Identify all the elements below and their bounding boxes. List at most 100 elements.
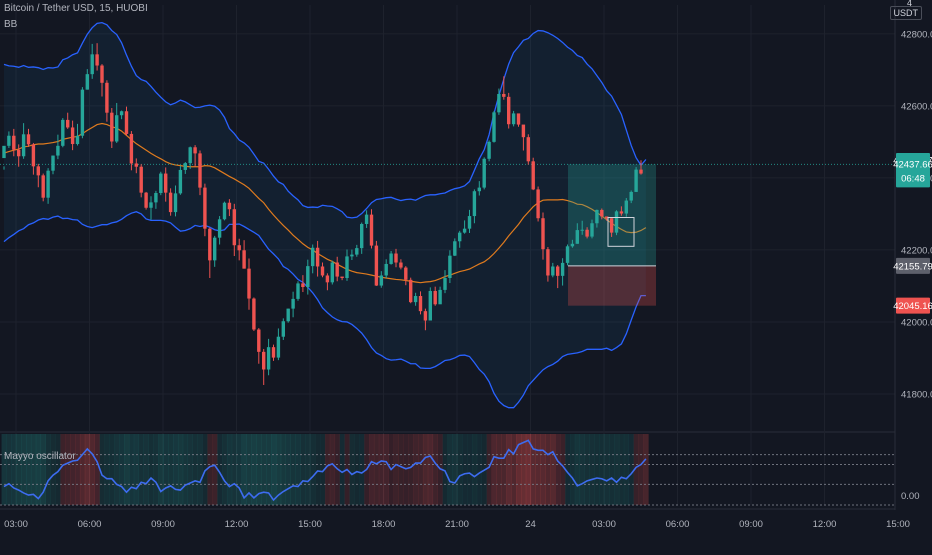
candle-up xyxy=(595,209,599,224)
bb-indicator-label[interactable]: BB xyxy=(4,19,18,30)
osc-bg-strip xyxy=(393,434,399,505)
candle-up xyxy=(453,241,457,256)
candle-down xyxy=(423,311,428,321)
candle-up xyxy=(90,54,94,75)
candle-down xyxy=(100,65,104,83)
osc-bg-strip xyxy=(623,434,630,505)
candle-down xyxy=(536,189,540,219)
osc-bg-strip xyxy=(584,434,590,505)
candle-down xyxy=(526,137,530,162)
osc-bg-strip xyxy=(520,434,527,505)
candle-down xyxy=(521,124,526,138)
candle-up xyxy=(492,112,496,142)
candle-down xyxy=(418,296,423,312)
osc-level-label: 0.00 xyxy=(901,491,920,502)
candle-down xyxy=(315,247,320,267)
last-price-tag: 42437.66 xyxy=(893,159,932,170)
candle-down xyxy=(164,173,168,193)
osc-bg-strip xyxy=(128,434,135,505)
candle-up xyxy=(266,347,271,370)
candle-down xyxy=(70,127,75,145)
candle-up xyxy=(281,321,285,337)
candle-up xyxy=(413,296,418,303)
osc-bg-strip xyxy=(109,434,115,505)
price-axis[interactable]: 42800.0042600.0042400.0042200.0042000.00… xyxy=(894,0,932,510)
candle-up xyxy=(149,202,153,208)
oscillator-pane[interactable] xyxy=(0,434,895,506)
candle-up xyxy=(222,202,227,220)
candle-up xyxy=(345,256,349,279)
candle-down xyxy=(404,267,408,280)
osc-bg-strip xyxy=(266,434,272,505)
time-tick-label: 09:00 xyxy=(151,519,175,530)
candle-up xyxy=(472,191,477,217)
candle-up xyxy=(85,74,89,90)
candle-down xyxy=(374,245,379,286)
candle-up xyxy=(384,263,388,276)
osc-bg-strip xyxy=(569,434,576,505)
osc-bg-strip xyxy=(574,434,581,505)
candle-up xyxy=(311,247,315,267)
osc-bg-strip xyxy=(511,434,517,505)
candle-down xyxy=(433,290,437,305)
time-tick-label: 06:00 xyxy=(78,519,102,530)
candle-up xyxy=(448,255,452,279)
candle-up xyxy=(487,141,491,159)
candles[interactable] xyxy=(2,43,643,385)
osc-bg-strip xyxy=(452,434,458,505)
candle-down xyxy=(129,133,134,164)
osc-bg-strip xyxy=(530,434,536,505)
candle-down xyxy=(605,216,609,219)
osc-bg-strip xyxy=(432,434,438,505)
osc-bg-strip xyxy=(471,434,478,505)
price-tick-label: 41800.00 xyxy=(901,389,932,400)
candle-up xyxy=(51,155,55,171)
osc-bg-strip xyxy=(271,434,277,505)
candle-up xyxy=(75,135,80,145)
osc-bg-strip xyxy=(11,434,17,505)
candle-up xyxy=(61,119,65,146)
candle-down xyxy=(66,119,70,128)
mid-price-tag: 42155.79 xyxy=(893,261,932,272)
osc-bg-strip xyxy=(75,434,81,505)
osc-bg-strip xyxy=(119,434,125,505)
osc-bg-strip xyxy=(290,434,296,505)
symbol-title[interactable]: Bitcoin / Tether USD, 15, HUOBI xyxy=(4,3,148,14)
candle-up xyxy=(458,232,462,242)
candle-down xyxy=(639,169,643,174)
time-tick-label: 15:00 xyxy=(886,519,910,530)
candle-up xyxy=(355,248,359,255)
osc-bg-strip xyxy=(153,434,159,505)
osc-bg-strip xyxy=(236,434,242,505)
candle-up xyxy=(178,169,183,194)
candle-down xyxy=(399,262,403,268)
time-axis[interactable]: 03:00 06:00 09:00 12:00 15:00 18:00 21:00 24 03:… xyxy=(4,519,910,530)
candle-down xyxy=(193,147,197,154)
candle-up xyxy=(482,158,486,188)
candle-down xyxy=(335,262,339,277)
osc-bg-strip xyxy=(398,434,404,505)
candle-down xyxy=(227,202,232,210)
candle-down xyxy=(531,161,535,190)
osc-bg-strip xyxy=(643,434,649,505)
time-tick-label: 09:00 xyxy=(739,519,763,530)
price-tick-label: 42600.00 xyxy=(901,101,932,112)
osc-bg-strip xyxy=(261,434,267,505)
oscillator-title[interactable]: Mayyo oscillator xyxy=(4,451,76,462)
candle-up xyxy=(154,193,158,203)
osc-bg-strip xyxy=(589,434,595,505)
osc-bg-strip xyxy=(633,434,639,505)
osc-bg-strip xyxy=(133,434,140,505)
osc-bg-strip xyxy=(540,434,546,505)
currency-button[interactable]: USDT xyxy=(889,6,922,20)
candle-down xyxy=(139,166,143,193)
candle-up xyxy=(56,145,60,156)
candle-up xyxy=(276,336,281,358)
osc-bg-strip xyxy=(378,434,385,505)
candle-up xyxy=(467,216,472,229)
price-tick-label: 42800.00 xyxy=(901,29,932,40)
candle-down xyxy=(124,111,129,134)
osc-bg-strip xyxy=(30,434,37,505)
